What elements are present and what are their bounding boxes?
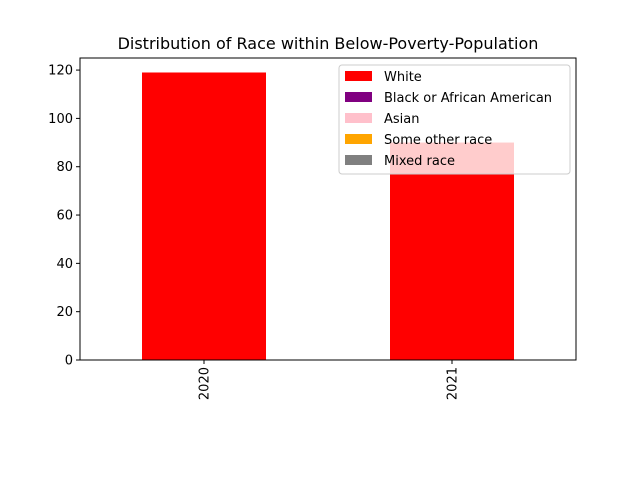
y-tick-label: 60 [56,209,73,224]
legend-label-1: Black or African American [384,91,552,106]
legend-swatch-1 [345,92,372,102]
legend-label-2: Asian [384,112,419,127]
bar-2021-series-0 [390,142,514,360]
legend-box [338,64,571,175]
x-axis: 2020 2021 [198,360,461,400]
legend-swatch-0 [345,71,372,81]
x-tick-label: 2020 [198,367,213,400]
legend-swatch-3 [345,134,372,144]
y-tick-label: 100 [48,112,73,127]
y-tick-label: 80 [56,160,73,175]
legend-label-4: Mixed race [384,154,455,169]
x-tick-label: 2021 [446,367,461,400]
y-tick-label: 120 [48,64,73,79]
y-tick-label: 0 [65,354,73,369]
bar-2020-series-0 [142,72,266,360]
plot-frame [79,57,577,361]
legend-swatch-2 [345,113,372,123]
y-tick-label: 40 [56,257,73,272]
y-axis: 0 20 40 60 80 100 120 [48,64,80,369]
legend-label-0: White [384,70,422,85]
legend: White Black or African American Asian Some … [338,64,571,175]
y-tick-label: 20 [56,305,73,320]
bars-layer [142,72,514,360]
chart-title: Distribution of Race within Below-Povert… [118,34,539,53]
legend-swatch-4 [345,155,372,165]
legend-label-3: Some other race [384,133,492,148]
